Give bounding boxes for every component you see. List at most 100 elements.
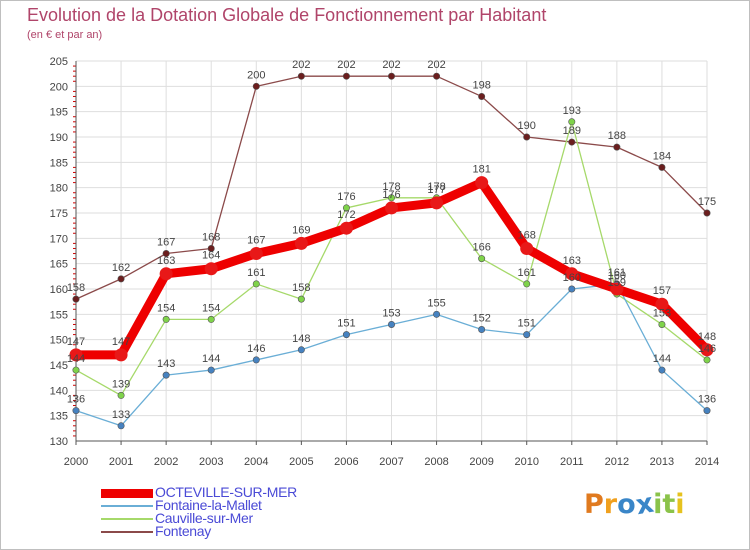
data-point-fontenay	[252, 82, 260, 90]
data-point-fontaine-la-mallet	[703, 407, 711, 415]
data-point-fontenay	[207, 244, 215, 252]
data-point-octeville-sur-mer	[339, 221, 353, 235]
data-label-fontenay: 167	[157, 237, 175, 249]
data-point-fontenay	[613, 143, 621, 151]
y-tick-label: 175	[50, 208, 68, 220]
data-label-octeville-sur-mer: 172	[337, 209, 355, 221]
y-tick-label: 180	[50, 183, 68, 195]
data-label-cauville-sur-mer: 178	[382, 181, 400, 193]
data-point-octeville-sur-mer	[385, 201, 398, 215]
x-tick-label: 2002	[154, 456, 178, 468]
data-label-cauville-sur-mer: 154	[157, 302, 175, 314]
data-point-fontenay	[478, 92, 486, 100]
legend-item: Fontaine-la-Mallet	[101, 497, 401, 513]
data-point-fontaine-la-mallet	[297, 346, 305, 354]
brand-letter: i	[653, 489, 663, 520]
data-point-octeville-sur-mer	[204, 262, 218, 276]
data-label-octeville-sur-mer: 157	[653, 285, 671, 297]
data-point-fontaine-la-mallet	[658, 366, 666, 374]
data-label-fontaine-la-mallet: 136	[67, 394, 85, 406]
x-tick-label: 2008	[424, 456, 448, 468]
data-point-fontenay	[162, 250, 170, 258]
data-point-octeville-sur-mer	[69, 348, 83, 362]
data-label-fontenay: 198	[472, 79, 490, 91]
data-label-fontenay: 162	[112, 262, 130, 274]
data-point-cauville-sur-mer	[658, 320, 666, 328]
data-label-fontaine-la-mallet: 144	[202, 353, 220, 365]
data-point-fontaine-la-mallet	[568, 285, 576, 293]
data-label-fontaine-la-mallet: 160	[563, 272, 581, 284]
y-tick-label: 155	[50, 309, 68, 321]
data-point-octeville-sur-mer	[430, 196, 444, 210]
data-label-fontenay: 184	[653, 150, 671, 162]
chart-subtitle: (en € et par an)	[27, 29, 103, 41]
data-label-fontaine-la-mallet: 143	[157, 358, 175, 370]
data-label-fontaine-la-mallet: 161	[608, 267, 626, 279]
y-tick-label: 190	[50, 132, 68, 144]
legend-swatch	[101, 505, 153, 507]
x-tick-label: 2010	[514, 456, 538, 468]
data-point-fontaine-la-mallet	[117, 422, 125, 430]
brand-letter: t	[662, 489, 676, 520]
axes: 130 135 140 145 150 155 160 165 170 175 180 185 190 1…	[50, 56, 720, 468]
legend-label: Fontenay	[155, 523, 211, 539]
data-point-cauville-sur-mer	[117, 391, 125, 399]
data-point-fontaine-la-mallet	[342, 331, 350, 339]
data-point-cauville-sur-mer	[523, 280, 531, 288]
legend-item: Fontenay	[101, 523, 401, 539]
data-label-fontenay: 188	[608, 130, 626, 142]
y-tick-label: 165	[50, 259, 68, 271]
brand-letter: r	[603, 489, 618, 520]
x-tick-label: 2014	[695, 456, 719, 468]
y-tick-label: 130	[50, 436, 68, 448]
data-label-fontenay: 202	[382, 59, 400, 71]
data-label-octeville-sur-mer: 167	[247, 235, 265, 247]
data-label-fontenay: 158	[67, 282, 85, 294]
legend-label: Fontaine-la-Mallet	[155, 497, 262, 513]
legend: OCTEVILLE-SUR-MER Fontaine-la-Mallet Cauvi…	[101, 484, 401, 539]
data-label-cauville-sur-mer: 154	[202, 302, 220, 314]
data-label-octeville-sur-mer: 169	[292, 224, 310, 236]
x-tick-label: 2011	[560, 456, 584, 468]
brand-logo: Proxiti	[584, 488, 685, 522]
data-label-octeville-sur-mer: 181	[472, 164, 490, 176]
data-point-fontenay	[523, 133, 531, 141]
x-tick-label: 2007	[379, 456, 403, 468]
data-point-octeville-sur-mer	[475, 176, 489, 190]
data-label-cauville-sur-mer: 161	[247, 267, 265, 279]
data-label-octeville-sur-mer: 163	[563, 255, 581, 267]
data-point-cauville-sur-mer	[387, 194, 395, 202]
brand-letter: i	[675, 489, 685, 520]
data-point-fontenay	[72, 295, 80, 303]
data-label-fontaine-la-mallet: 146	[247, 343, 265, 355]
data-label-octeville-sur-mer: 164	[202, 250, 220, 262]
data-label-cauville-sur-mer: 153	[653, 307, 671, 319]
data-point-fontenay	[703, 209, 711, 217]
data-label-cauville-sur-mer: 146	[698, 343, 716, 355]
data-point-fontaine-la-mallet	[387, 320, 395, 328]
data-label-fontenay: 175	[698, 196, 716, 208]
data-label-octeville-sur-mer: 148	[698, 331, 716, 343]
data-point-octeville-sur-mer	[700, 343, 714, 357]
data-point-fontenay	[297, 72, 305, 80]
legend-item: OCTEVILLE-SUR-MER	[101, 484, 401, 500]
legend-swatch	[101, 489, 153, 498]
data-point-fontaine-la-mallet	[162, 371, 170, 379]
y-tick-label: 170	[50, 233, 68, 245]
x-tick-label: 2005	[289, 456, 313, 468]
y-tick-label: 160	[50, 284, 68, 296]
data-point-octeville-sur-mer	[249, 247, 263, 261]
data-label-cauville-sur-mer: 166	[472, 242, 490, 254]
data-point-octeville-sur-mer	[655, 297, 669, 311]
data-point-cauville-sur-mer	[72, 366, 80, 374]
data-point-fontenay	[387, 72, 395, 80]
data-point-fontaine-la-mallet	[207, 366, 215, 374]
data-point-octeville-sur-mer	[294, 236, 308, 250]
x-tick-label: 2001	[109, 456, 133, 468]
series-lines	[69, 72, 714, 430]
data-label-cauville-sur-mer: 178	[427, 181, 445, 193]
data-label-fontenay: 202	[427, 59, 445, 71]
